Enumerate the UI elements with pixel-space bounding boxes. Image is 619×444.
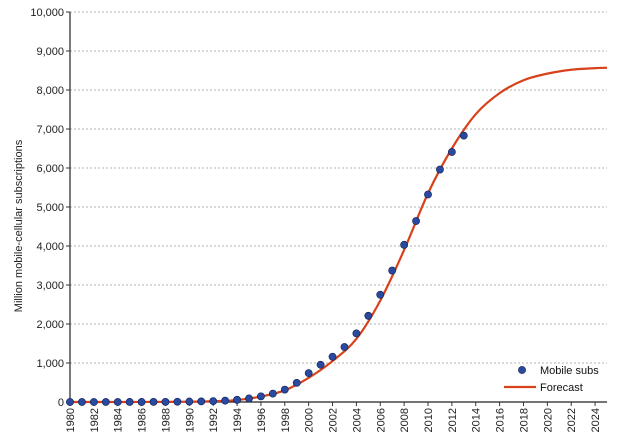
y-tick-label: 7,000 xyxy=(36,124,64,136)
x-tick-label: 2008 xyxy=(399,408,411,432)
data-point xyxy=(257,392,265,401)
data-point xyxy=(101,398,110,406)
data-point xyxy=(137,398,146,406)
legend: Mobile subs Forecast xyxy=(504,365,599,394)
data-point xyxy=(245,394,253,403)
x-tick-label: 2016 xyxy=(495,408,507,432)
x-tick-label: 2010 xyxy=(423,408,435,432)
y-tick-label: 2,000 xyxy=(36,319,64,331)
data-point xyxy=(304,369,313,378)
data-point xyxy=(89,398,98,406)
x-tick-label: 2014 xyxy=(471,408,483,432)
x-tick-label: 2024 xyxy=(590,408,602,432)
x-tick-label: 1990 xyxy=(184,408,196,432)
x-tick-label: 2006 xyxy=(375,408,387,432)
x-tick-label: 2020 xyxy=(542,408,554,432)
legend-marker-mobile-subs xyxy=(518,366,526,374)
x-tick-label: 1994 xyxy=(232,408,244,432)
y-tick-label: 9,000 xyxy=(36,46,64,58)
data-point xyxy=(459,131,468,140)
x-tick-label: 1986 xyxy=(137,408,149,432)
y-tick-label: 5,000 xyxy=(36,202,64,214)
x-tick-label: 1998 xyxy=(280,408,292,432)
data-point xyxy=(364,311,373,320)
data-point xyxy=(125,398,134,406)
y-tick-label: 3,000 xyxy=(36,280,64,292)
x-tick-label: 1992 xyxy=(208,408,220,432)
data-point xyxy=(78,398,86,406)
data-point xyxy=(173,397,182,406)
y-tick-label: 10,000 xyxy=(30,7,64,19)
data-point xyxy=(412,217,420,225)
y-tick-label: 4,000 xyxy=(36,241,64,253)
data-point xyxy=(316,360,325,369)
x-tick-label: 2018 xyxy=(518,408,530,432)
y-tick-label: 0 xyxy=(58,397,64,409)
x-tick-label: 2000 xyxy=(304,408,316,432)
y-tick-label: 8,000 xyxy=(36,85,64,97)
data-point xyxy=(376,290,385,299)
data-point xyxy=(113,398,122,406)
x-tick-label: 2012 xyxy=(447,408,459,432)
data-point xyxy=(388,266,397,275)
data-point xyxy=(400,240,409,249)
x-tick-label: 1996 xyxy=(256,408,268,432)
mobile-subs-series xyxy=(66,131,468,406)
data-point xyxy=(268,389,277,398)
data-point xyxy=(149,398,158,406)
data-point xyxy=(436,165,444,174)
x-tick-label: 1988 xyxy=(160,408,172,432)
data-point xyxy=(328,352,337,361)
grid xyxy=(70,11,607,364)
x-tick-label: 1982 xyxy=(89,408,101,432)
y-tick-label: 1,000 xyxy=(36,358,64,370)
legend-label-mobile-subs: Mobile subs xyxy=(540,365,599,377)
x-tick-label: 2004 xyxy=(351,408,363,432)
y-axis-label: Million mobile-cellular subscriptions xyxy=(13,139,25,312)
x-tick-label: 1980 xyxy=(65,408,77,432)
x-tick-label: 1984 xyxy=(113,408,125,432)
y-axis-ticks: 0 1,000 2,000 3,000 4,000 5,000 6,000 7,000 8,00… xyxy=(30,7,70,409)
data-point xyxy=(209,397,218,406)
legend-label-forecast: Forecast xyxy=(540,382,583,394)
y-tick-label: 6,000 xyxy=(36,163,64,175)
data-point xyxy=(292,378,301,387)
data-point xyxy=(340,343,349,351)
data-point xyxy=(352,329,361,338)
x-tick-label: 2022 xyxy=(566,408,578,432)
data-point xyxy=(447,148,456,156)
x-tick-label: 2002 xyxy=(328,408,340,432)
data-point xyxy=(424,190,432,199)
data-point xyxy=(66,398,74,406)
data-point xyxy=(280,385,289,394)
data-point xyxy=(221,396,230,405)
x-axis-ticks: 1980 1982 1984 1986 1988 1990 1992 1994 1996 1998… xyxy=(65,402,602,432)
data-point xyxy=(161,397,170,406)
data-point xyxy=(197,397,206,406)
data-point xyxy=(185,397,194,406)
data-point xyxy=(233,395,241,404)
